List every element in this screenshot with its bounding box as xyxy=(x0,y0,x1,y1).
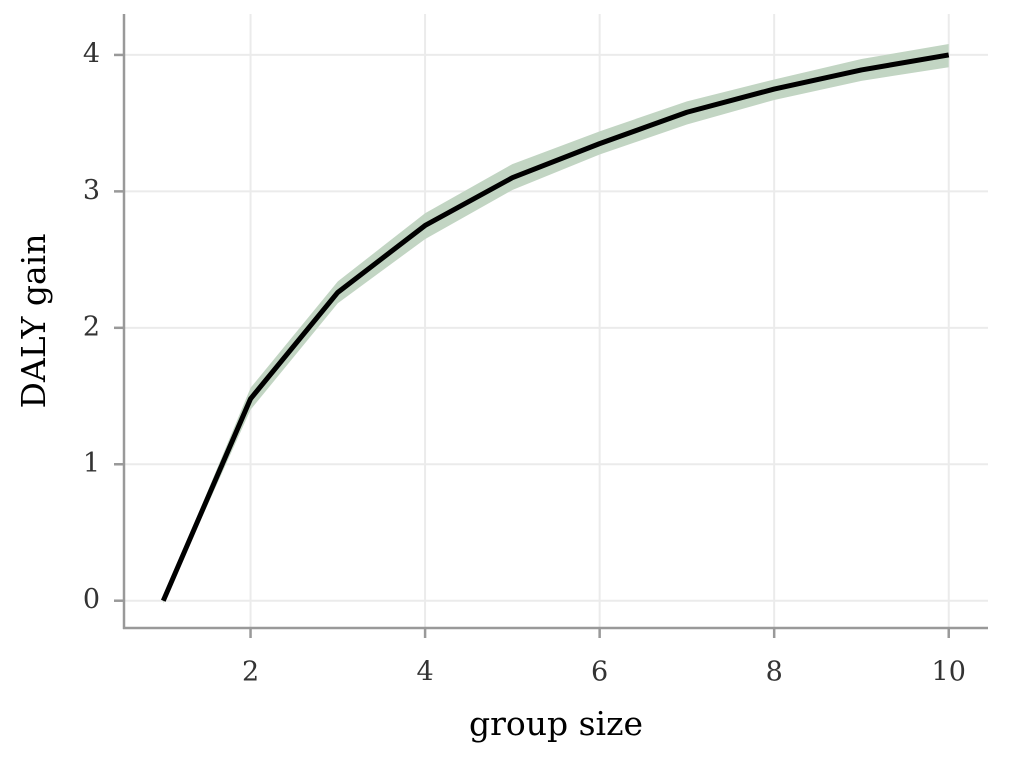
y-tick-label: 2 xyxy=(83,311,100,342)
confidence-band xyxy=(163,44,949,604)
x-tick-label: 6 xyxy=(591,657,608,688)
x-tick-label: 2 xyxy=(242,657,259,688)
x-tick-label: 10 xyxy=(932,657,966,688)
y-tick-label: 4 xyxy=(83,38,100,69)
x-tick-label: 4 xyxy=(416,657,433,688)
y-tick-label: 1 xyxy=(83,448,100,479)
y-tick-label: 3 xyxy=(83,175,100,206)
x-tick-label: 8 xyxy=(766,657,783,688)
line xyxy=(160,52,950,602)
x-axis-label: group size xyxy=(469,704,643,743)
y-axis-label: DALY gain xyxy=(14,234,53,409)
y-tick-label: 0 xyxy=(83,584,100,615)
